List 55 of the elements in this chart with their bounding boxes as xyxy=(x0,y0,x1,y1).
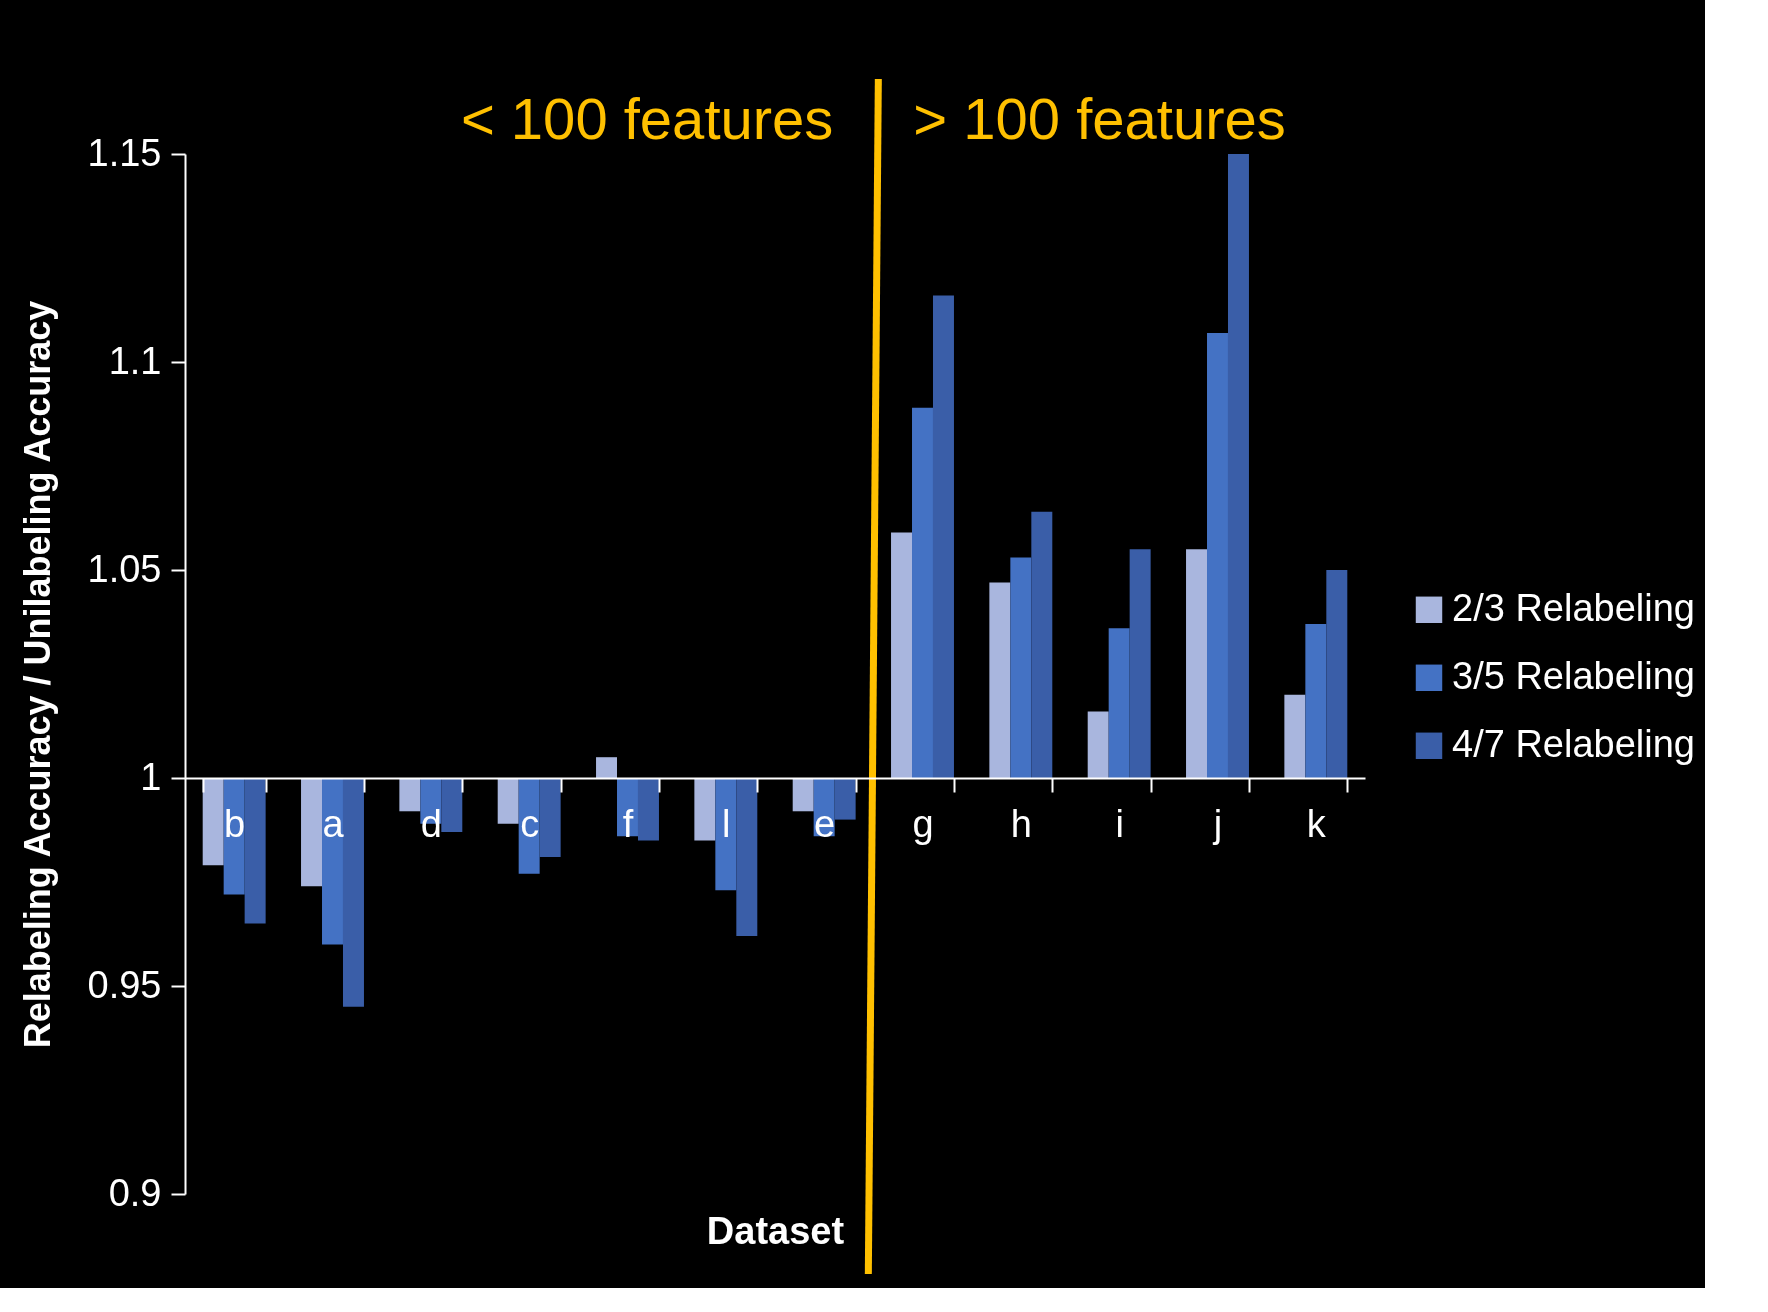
y-axis-title: Relabeling Accuracy / Unilabeling Accuracy xyxy=(16,300,58,1049)
x-tick-label: f xyxy=(622,802,634,845)
x-tick-label: c xyxy=(520,802,540,845)
bar xyxy=(1010,557,1032,778)
bar xyxy=(441,778,463,833)
bar xyxy=(596,757,618,778)
bar xyxy=(1031,511,1053,778)
bar xyxy=(1087,711,1109,778)
bar xyxy=(301,778,323,887)
bar xyxy=(1227,154,1249,778)
bar xyxy=(989,582,1011,778)
x-tick-label: a xyxy=(322,802,345,845)
y-tick-label: 0.95 xyxy=(87,963,162,1006)
bar xyxy=(244,778,266,924)
bar xyxy=(792,778,814,812)
y-tick-label: 1.05 xyxy=(87,547,162,590)
bar xyxy=(891,532,913,778)
bar xyxy=(539,778,561,858)
bar xyxy=(399,778,421,812)
bar xyxy=(202,778,224,866)
text: > 100 features xyxy=(913,86,1286,151)
bar xyxy=(1108,628,1130,778)
bar xyxy=(834,778,856,820)
x-tick-label: h xyxy=(1010,802,1032,845)
bar xyxy=(322,778,343,945)
x-tick-label: i xyxy=(1115,802,1124,845)
legend-label: 3/5 Relabeling xyxy=(1452,654,1695,697)
y-tick-label: 1.15 xyxy=(87,131,162,174)
x-tick-label: l xyxy=(722,802,731,845)
x-tick-label: g xyxy=(912,802,934,845)
text: < 100 features xyxy=(460,86,834,151)
bar xyxy=(1186,549,1208,778)
bar xyxy=(932,295,954,778)
bar xyxy=(1326,570,1348,778)
bar xyxy=(912,407,933,778)
x-tick-label: e xyxy=(814,802,836,845)
bar xyxy=(736,778,758,937)
legend-label: 4/7 Relabeling xyxy=(1452,722,1695,765)
bar xyxy=(637,778,659,841)
bar xyxy=(342,778,364,1007)
bar xyxy=(715,778,737,891)
bar xyxy=(1207,332,1228,778)
x-axis-title: Dataset xyxy=(706,1209,845,1252)
x-tick-label: j xyxy=(1212,802,1223,845)
legend-label: 2/3 Relabeling xyxy=(1452,586,1695,629)
y-tick-label: 1.1 xyxy=(108,339,162,382)
x-tick-label: k xyxy=(1306,802,1327,845)
y-tick-label: 0.9 xyxy=(108,1171,162,1214)
bar xyxy=(694,778,716,841)
bar xyxy=(1129,549,1151,778)
x-tick-label: b xyxy=(224,802,246,845)
bar xyxy=(1305,624,1327,778)
y-tick-label: 1 xyxy=(140,755,162,798)
bar xyxy=(1284,694,1306,778)
bar xyxy=(497,778,519,824)
